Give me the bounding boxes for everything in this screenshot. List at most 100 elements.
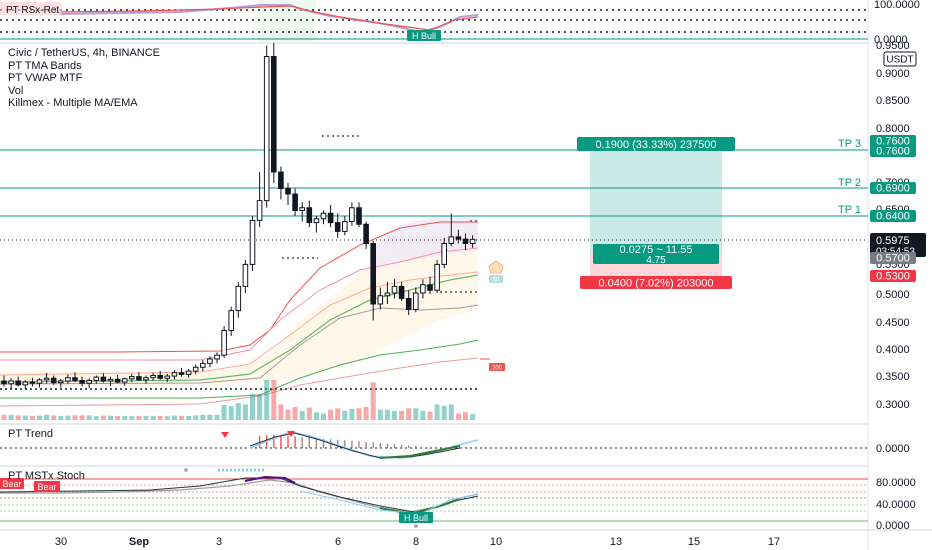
trend-tick-0: 0.0000 [876, 443, 910, 455]
volume-bar [186, 415, 192, 420]
trend-hist-bar [287, 435, 289, 448]
volume-bar [122, 416, 128, 420]
candle-body [249, 219, 256, 265]
volume-bar [221, 404, 227, 420]
chart-legend[interactable]: Civic / TetherUS, 4h, BINANCE PT TMA Ban… [8, 47, 160, 110]
legend-title: Civic / TetherUS, 4h, BINANCE [8, 47, 161, 59]
trend-pane-label[interactable]: PT Trend [8, 428, 54, 440]
price-tick: 0.8500 [876, 95, 910, 107]
rsx-label: PT RSx-Ret [6, 5, 59, 16]
volume-bar [143, 416, 149, 420]
candle-body [185, 370, 192, 375]
volume-bar [285, 409, 291, 420]
price-tick-partial: 0.9500 [876, 40, 910, 52]
volume-bar [335, 408, 341, 420]
stoch-pane-label[interactable]: PT MSTx Stoch [8, 470, 85, 482]
volume-bar [292, 407, 298, 420]
volume-bar [228, 406, 234, 420]
candle-body [129, 376, 135, 380]
price-tick: 0.5000 [876, 289, 910, 301]
candle-body [8, 380, 14, 385]
tma-band-fill [0, 222, 478, 385]
stoch-bear-badge [34, 481, 60, 492]
volume-bar [200, 414, 206, 420]
trend-hist-bar [294, 436, 296, 448]
trend-hist-bar [344, 440, 346, 448]
rsx-tick-100: 100.0000 [874, 0, 920, 11]
candle-body [427, 284, 433, 291]
trend-histogram [258, 434, 417, 448]
candle-body [43, 377, 50, 381]
volume-bar [150, 416, 156, 420]
candle-body [420, 284, 426, 294]
rsx-bull-badge-text: H Bull [412, 31, 436, 41]
candle-body [50, 377, 57, 384]
price-tick: 0.3500 [876, 371, 910, 383]
candle-body [65, 377, 71, 382]
volume-bar [356, 408, 362, 420]
trend-line-dark [249, 432, 461, 459]
tp3-tag [870, 145, 916, 157]
position-target-zone [590, 150, 722, 254]
candle-body [221, 329, 227, 356]
volume-bar [278, 404, 284, 420]
volume-bar [51, 415, 57, 420]
legend-indicator[interactable]: PT TMA Bands [8, 59, 82, 72]
tp1-label: TP 1 [838, 204, 861, 216]
tp3-tag-text: 0.7600 [876, 146, 910, 158]
legend-indicator[interactable]: PT VWAP MTF [8, 72, 83, 84]
candle-body [242, 263, 249, 287]
volume-bar [349, 408, 355, 420]
position-center-line2: 4.75 [646, 255, 666, 266]
candle-body [256, 200, 263, 221]
candle-body [349, 207, 355, 222]
volume-bar [406, 408, 412, 420]
stoch-bear-badge [0, 478, 24, 489]
candle-body [384, 292, 391, 297]
volume-bar [171, 415, 177, 420]
volume-bar [384, 409, 390, 420]
stoch-bear-badge-text: Bear [37, 482, 56, 492]
candle-body [107, 378, 114, 382]
stoch-line-gray [0, 479, 479, 513]
legend-indicator[interactable]: Vol [8, 84, 24, 97]
volume-bar [321, 413, 326, 420]
volume-bar [108, 415, 113, 420]
volume-bar [470, 414, 476, 420]
trend-hist-bar [273, 434, 275, 448]
current-price-tag-text: 0.5975 [876, 235, 910, 247]
candle-body [164, 375, 171, 379]
stoch-line-dark [0, 477, 479, 514]
volume-bar [22, 415, 28, 420]
currency-button[interactable] [883, 51, 917, 67]
stop-tag [870, 270, 916, 282]
volume-bar [463, 412, 468, 420]
legend-indicator[interactable]: Killmex - Multiple MA/EMA [8, 97, 138, 109]
volume-bar [363, 407, 369, 420]
volume-bar [370, 382, 376, 420]
volume-bar [455, 413, 461, 420]
stoch-dot [184, 468, 188, 472]
rsx-tick-0: 0.0000 [874, 34, 908, 46]
candle-body [363, 223, 369, 244]
tp2-tag [870, 182, 916, 194]
candle-body [334, 222, 341, 232]
trend-hist-bar [386, 443, 389, 448]
stoch-tick-80: 80.0000 [876, 477, 916, 489]
tp2-label: TP 2 [838, 177, 861, 189]
time-axis[interactable]: 30 Sep 3 6 8 10 13 15 17 [55, 536, 780, 548]
ma-50-badge [489, 275, 503, 283]
trend-hist-bar [408, 445, 410, 448]
volume-bar [65, 415, 71, 420]
candle-body [192, 366, 199, 372]
candle-body [86, 379, 93, 384]
ma-line-green-lower [0, 339, 479, 399]
volume-bar [58, 415, 64, 420]
trend-hist-bar [301, 436, 303, 448]
ma-200-badge-text: 200 [492, 366, 503, 372]
volume-bar [427, 411, 433, 420]
volume-bar [207, 414, 213, 420]
currency-button-label: USDT [886, 55, 913, 66]
